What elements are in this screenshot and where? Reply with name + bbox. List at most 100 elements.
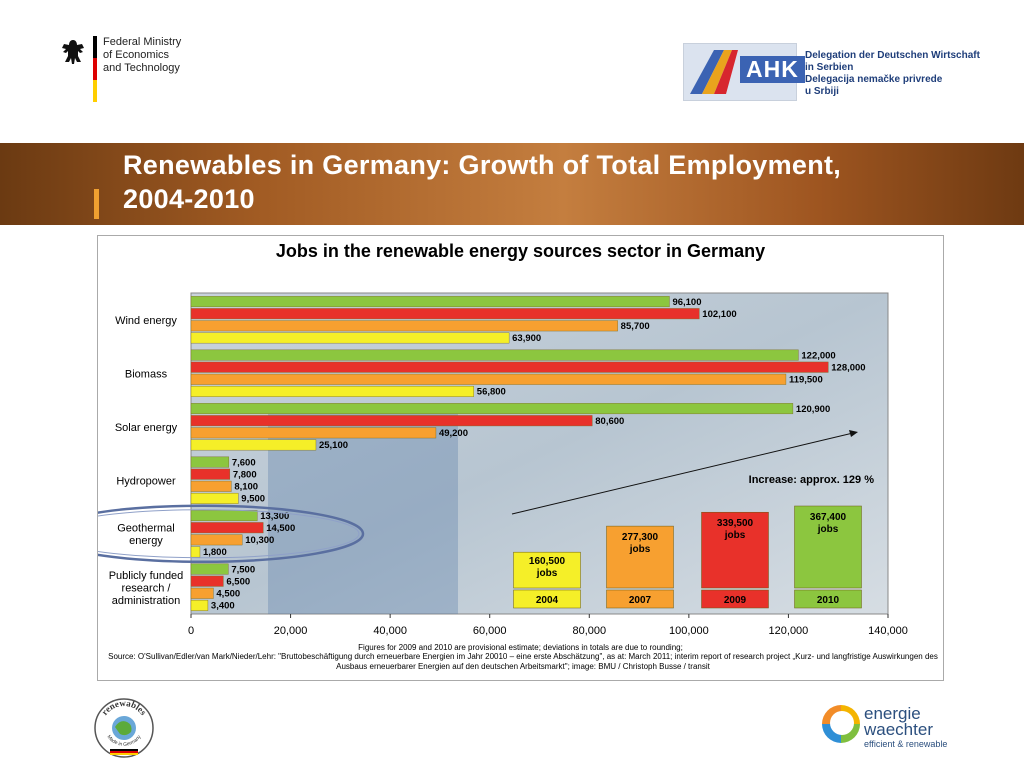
bar — [190, 427, 437, 439]
bar-value-label: 3,400 — [211, 601, 235, 612]
bar — [190, 522, 264, 534]
bar — [190, 415, 593, 427]
total-unit-label: jobs — [629, 544, 651, 555]
bar — [190, 492, 239, 504]
total-unit-label: jobs — [724, 530, 746, 541]
total-unit-label: jobs — [536, 568, 558, 579]
category-label: Biomass — [125, 368, 168, 380]
bar — [190, 510, 258, 522]
increase-annotation: Increase: approx. 129 % — [749, 474, 875, 486]
slide-title: Renewables in Germany: Growth of Total E… — [123, 148, 1013, 216]
bar-value-label: 85,700 — [621, 321, 650, 332]
bar-value-label: 7,800 — [233, 469, 257, 480]
ahk-emblem: AHK — [683, 43, 805, 101]
ministry-name: Federal Ministry of Economics and Techno… — [103, 36, 181, 75]
total-value-label: 339,500 — [717, 518, 754, 529]
bar-value-label: 80,600 — [595, 416, 624, 427]
ahk-line: Delegacija nemačke privrede — [805, 74, 943, 85]
total-box — [794, 505, 862, 589]
bar-value-label: 96,100 — [672, 297, 701, 308]
bar-value-label: 7,600 — [232, 457, 256, 468]
bar-value-label: 9,500 — [241, 494, 265, 505]
bar — [190, 456, 230, 468]
bar-value-label: 13,300 — [260, 511, 289, 522]
category-label: research / — [122, 582, 172, 594]
total-value-label: 277,300 — [622, 532, 659, 543]
bar — [190, 546, 201, 558]
bar — [190, 599, 209, 611]
total-value-label: 160,500 — [529, 556, 566, 567]
x-tick-label: 0 — [188, 625, 194, 637]
bar — [190, 403, 794, 415]
ministry-line: Federal Ministry — [103, 36, 182, 48]
flag-black — [93, 36, 97, 58]
bar — [190, 534, 243, 546]
total-box — [606, 525, 674, 589]
ministry-line: of Economics — [103, 49, 170, 61]
total-value-label: 367,400 — [810, 512, 847, 523]
bar-value-label: 8,100 — [234, 482, 258, 493]
bar — [190, 575, 224, 587]
energie-tagline: efficient & renewable — [864, 739, 948, 749]
year-box — [606, 589, 674, 609]
energie-globe-center — [830, 711, 854, 735]
year-label: 2007 — [629, 595, 652, 606]
category-label: energy — [129, 535, 163, 547]
bar — [190, 349, 799, 361]
year-label: 2004 — [536, 595, 559, 606]
bar-value-label: 120,900 — [796, 404, 830, 415]
bar — [190, 373, 787, 385]
bar — [190, 361, 829, 373]
ahk-logo: AHK Delegation der Deutschen Wirtschaft … — [683, 43, 983, 103]
bar — [190, 308, 700, 320]
bar-value-label: 10,300 — [245, 535, 274, 546]
x-tick-label: 120,000 — [769, 625, 809, 637]
x-tick-label: 60,000 — [473, 625, 507, 637]
x-tick-label: 80,000 — [572, 625, 606, 637]
bar-value-label: 25,100 — [319, 440, 348, 451]
category-label: Hydropower — [116, 475, 176, 487]
bar — [190, 296, 670, 308]
renewables-logo: renewables Made in Germany — [93, 697, 155, 759]
trend-arrowhead — [849, 430, 858, 437]
total-unit-label: jobs — [817, 524, 839, 535]
highlight-ellipse-inner — [98, 509, 360, 559]
banner-accent — [94, 189, 99, 219]
waechter-word: waechter — [864, 720, 933, 739]
chart-title: Jobs in the renewable energy sources sec… — [275, 241, 766, 261]
bar-value-label: 4,500 — [216, 589, 240, 600]
bar-value-label: 63,900 — [512, 333, 541, 344]
source-note: Source: O'Sullivan/Edler/van Mark/Nieder… — [108, 652, 938, 671]
ahk-line: in Serbien — [805, 62, 854, 73]
bar — [190, 468, 231, 480]
ministry-logo: Federal Ministry of Economics and Techno… — [60, 36, 200, 106]
bar — [190, 385, 474, 397]
bar-value-label: 128,000 — [831, 362, 865, 373]
year-label: 2010 — [817, 595, 840, 606]
bar — [190, 320, 618, 332]
chart-panel: 0 20,000 40,000 60,000 80,000 100,000 120,000 1… — [97, 235, 944, 681]
german-flag-stripe — [93, 36, 97, 102]
bar-value-label: 49,200 — [439, 428, 468, 439]
ahk-wordmark: AHK — [740, 56, 805, 83]
highlight-ellipse — [98, 504, 365, 563]
year-box — [513, 589, 581, 609]
x-tick-label: 40,000 — [373, 625, 407, 637]
slide-title-line: 2004-2010 — [123, 184, 255, 214]
bar — [190, 587, 214, 599]
category-label: Solar energy — [115, 422, 178, 434]
year-label: 2009 — [724, 595, 747, 606]
bar — [190, 563, 229, 575]
ahk-text: Delegation der Deutschen Wirtschaft in S… — [805, 50, 980, 98]
bar — [190, 332, 510, 344]
bar — [190, 480, 232, 492]
ahk-line: u Srbiji — [805, 86, 839, 97]
category-label: administration — [112, 595, 180, 607]
category-label: Geothermal — [117, 523, 174, 535]
bar — [190, 439, 317, 451]
renewables-seal-icon: renewables Made in Germany — [94, 698, 154, 758]
energie-word: energie — [864, 704, 921, 723]
bar-value-label: 122,000 — [801, 350, 835, 361]
energiewaechter-logo: energie waechter efficient & renewable — [822, 703, 982, 753]
bar-value-label: 56,800 — [477, 387, 506, 398]
